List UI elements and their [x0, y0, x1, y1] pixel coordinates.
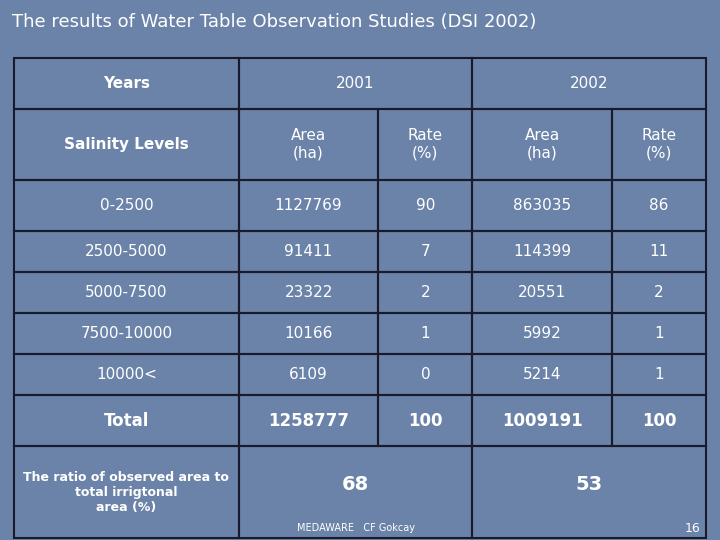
Text: 11: 11 — [649, 244, 669, 259]
Bar — [612, 354, 706, 395]
Bar — [14, 180, 239, 231]
Text: 0-2500: 0-2500 — [99, 198, 153, 213]
Bar — [378, 313, 472, 354]
Bar — [378, 109, 472, 180]
Text: 2: 2 — [654, 285, 664, 300]
Bar — [239, 272, 378, 313]
Text: 91411: 91411 — [284, 244, 333, 259]
Text: 2: 2 — [420, 285, 430, 300]
Bar — [612, 395, 706, 446]
Text: 100: 100 — [408, 411, 443, 430]
Text: 1: 1 — [654, 367, 664, 382]
Text: 5214: 5214 — [523, 367, 562, 382]
Bar — [14, 354, 239, 395]
Bar — [472, 446, 706, 538]
Bar — [239, 231, 378, 272]
Bar — [612, 272, 706, 313]
Text: Rate
(%): Rate (%) — [408, 128, 443, 160]
Text: 1258777: 1258777 — [268, 411, 349, 430]
Bar — [239, 180, 378, 231]
Text: 5992: 5992 — [523, 326, 562, 341]
Text: The results of Water Table Observation Studies (DSI 2002): The results of Water Table Observation S… — [12, 13, 536, 31]
Bar — [378, 231, 472, 272]
Text: 1009191: 1009191 — [502, 411, 582, 430]
Bar — [14, 58, 239, 109]
Bar — [239, 395, 378, 446]
Bar — [239, 313, 378, 354]
Text: 1127769: 1127769 — [275, 198, 343, 213]
Text: MEDAWARE   CF Gokcay: MEDAWARE CF Gokcay — [297, 523, 415, 533]
Bar — [14, 446, 239, 538]
Text: 2500-5000: 2500-5000 — [85, 244, 168, 259]
Text: 68: 68 — [342, 475, 369, 494]
Text: 16: 16 — [684, 522, 700, 535]
Bar — [472, 354, 612, 395]
Text: 1: 1 — [420, 326, 430, 341]
Bar — [378, 395, 472, 446]
Bar — [472, 58, 706, 109]
Text: 23322: 23322 — [284, 285, 333, 300]
Bar — [239, 354, 378, 395]
Text: 114399: 114399 — [513, 244, 571, 259]
Bar — [14, 272, 239, 313]
Bar — [472, 395, 612, 446]
Bar — [612, 231, 706, 272]
Text: 90: 90 — [415, 198, 435, 213]
Bar — [239, 109, 378, 180]
Text: 0: 0 — [420, 367, 430, 382]
Text: Area
(ha): Area (ha) — [291, 128, 326, 160]
Bar — [472, 109, 612, 180]
Text: 53: 53 — [576, 475, 603, 494]
Text: 7: 7 — [420, 244, 430, 259]
Bar — [14, 109, 239, 180]
Bar — [14, 231, 239, 272]
Text: Rate
(%): Rate (%) — [642, 128, 677, 160]
Text: Total: Total — [104, 411, 149, 430]
Bar — [472, 231, 612, 272]
Bar — [239, 58, 472, 109]
Bar — [472, 313, 612, 354]
Text: 100: 100 — [642, 411, 676, 430]
Text: 5000-7500: 5000-7500 — [85, 285, 168, 300]
Bar — [472, 272, 612, 313]
Bar — [14, 395, 239, 446]
Bar — [612, 180, 706, 231]
Text: 1: 1 — [654, 326, 664, 341]
Bar — [378, 354, 472, 395]
Text: 863035: 863035 — [513, 198, 571, 213]
Text: 86: 86 — [649, 198, 669, 213]
Bar — [612, 313, 706, 354]
Text: 10000<: 10000< — [96, 367, 157, 382]
Bar — [378, 180, 472, 231]
Text: 2002: 2002 — [570, 76, 608, 91]
Text: The ratio of observed area to
total irrigtonal
area (%): The ratio of observed area to total irri… — [24, 471, 230, 514]
Text: 6109: 6109 — [289, 367, 328, 382]
Text: Area
(ha): Area (ha) — [525, 128, 559, 160]
Bar — [472, 180, 612, 231]
Bar — [612, 109, 706, 180]
Text: 2001: 2001 — [336, 76, 375, 91]
Text: Salinity Levels: Salinity Levels — [64, 137, 189, 152]
Bar — [378, 272, 472, 313]
Text: Years: Years — [103, 76, 150, 91]
Text: 7500-10000: 7500-10000 — [81, 326, 173, 341]
Bar — [14, 313, 239, 354]
Text: 10166: 10166 — [284, 326, 333, 341]
Bar — [239, 446, 472, 538]
Text: 20551: 20551 — [518, 285, 566, 300]
